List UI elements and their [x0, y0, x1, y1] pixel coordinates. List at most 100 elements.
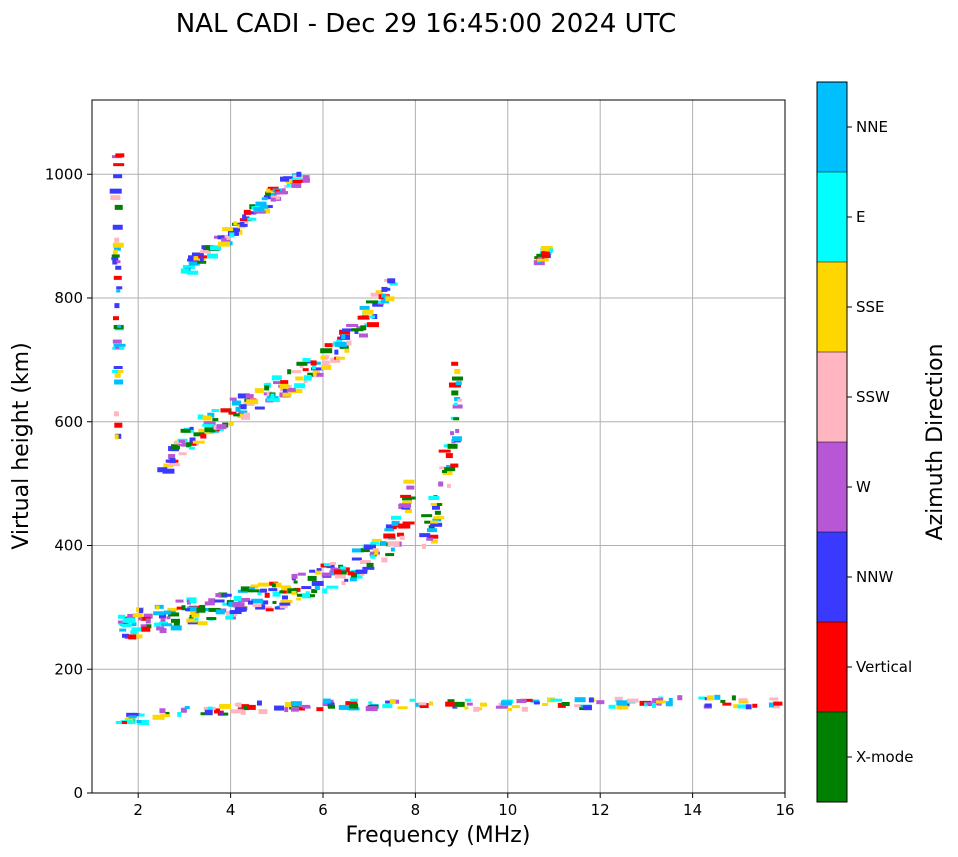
echo-point [334, 341, 347, 347]
echo-point [273, 381, 282, 385]
echo-point [297, 177, 310, 183]
echo-point [279, 383, 289, 389]
echo-point [626, 698, 639, 703]
echo-point [381, 298, 390, 303]
echo-point [429, 701, 434, 706]
echo-point [339, 329, 351, 335]
echo-point [286, 384, 292, 390]
echo-point [438, 481, 444, 487]
echo-point [323, 563, 331, 567]
echo-point [274, 705, 285, 711]
echo-point [359, 560, 371, 565]
echo-point [281, 595, 288, 600]
echo-point [199, 604, 206, 608]
echo-point [347, 571, 355, 576]
echo-point [145, 618, 151, 624]
echo-point [211, 409, 220, 413]
echo-point [136, 719, 142, 723]
echo-point [247, 704, 256, 710]
echo-point [399, 535, 405, 540]
echo-point [245, 394, 254, 399]
echo-point [247, 600, 253, 605]
echo-point [265, 191, 272, 196]
echo-point [464, 706, 469, 710]
echo-point [436, 503, 442, 507]
echo-point [284, 702, 292, 708]
echo-point [168, 612, 180, 617]
echo-point [113, 245, 121, 251]
echo-point [335, 356, 345, 360]
colorbar-tick-label: NNE [856, 118, 888, 136]
echo-point [452, 404, 463, 409]
echo-point [206, 253, 218, 259]
echo-point [197, 621, 208, 626]
echo-point [198, 428, 205, 434]
echo-point [322, 702, 329, 707]
echo-point [110, 195, 121, 201]
echo-point [219, 703, 232, 709]
echo-point [430, 502, 443, 506]
echo-point [264, 592, 270, 598]
echo-point [311, 589, 318, 594]
echo-point [442, 470, 453, 475]
echo-point [430, 539, 438, 544]
echo-point [115, 153, 125, 158]
echo-point [334, 349, 339, 355]
echo-point [263, 195, 275, 200]
echo-point [293, 580, 298, 584]
echo-point [230, 612, 235, 617]
echo-point [239, 221, 248, 227]
echo-point [230, 227, 240, 231]
colorbar-segment-x-mode [817, 712, 847, 802]
echo-point [282, 388, 288, 393]
echo-point [391, 520, 400, 526]
plot-background [92, 100, 785, 793]
echo-point [614, 696, 623, 702]
echo-point [588, 697, 594, 703]
echo-point [540, 245, 553, 251]
echo-point [187, 270, 199, 275]
echo-point [397, 706, 408, 710]
echo-point [114, 434, 119, 440]
echo-point [160, 617, 166, 623]
echo-point [438, 449, 451, 453]
echo-point [139, 608, 144, 614]
echo-point [137, 721, 142, 725]
echo-point [180, 268, 189, 274]
x-tick-label: 6 [318, 801, 328, 819]
echo-point [157, 467, 168, 473]
grid-lines [92, 100, 785, 793]
echo-point [330, 562, 337, 566]
echo-point [382, 704, 393, 709]
echo-point [454, 396, 461, 401]
echo-point [270, 393, 275, 399]
echo-point [272, 591, 281, 597]
echo-point [327, 704, 335, 709]
echo-point [291, 182, 302, 188]
echo-point [271, 583, 276, 588]
echo-point [222, 593, 232, 597]
x-tick-label: 14 [683, 801, 702, 819]
colorbar-segment-vertical [817, 622, 847, 712]
echo-point [119, 628, 127, 632]
echo-point [365, 300, 378, 304]
echo-point [170, 625, 182, 631]
echo-point [478, 707, 483, 711]
echo-point [439, 466, 446, 470]
echo-point [433, 516, 445, 520]
echo-point [466, 702, 473, 706]
echo-point [199, 256, 204, 262]
echo-point [187, 621, 199, 625]
echo-point [163, 610, 171, 615]
echo-point [431, 505, 440, 510]
echo-point [608, 704, 616, 709]
echo-point [208, 607, 221, 612]
echo-point [291, 590, 297, 595]
echo-point [404, 509, 412, 514]
echo-point [428, 495, 440, 500]
echo-point [113, 275, 122, 280]
echo-point [134, 713, 140, 717]
echo-point [225, 615, 234, 620]
x-tick-label: 12 [591, 801, 610, 819]
echo-point [238, 597, 251, 602]
